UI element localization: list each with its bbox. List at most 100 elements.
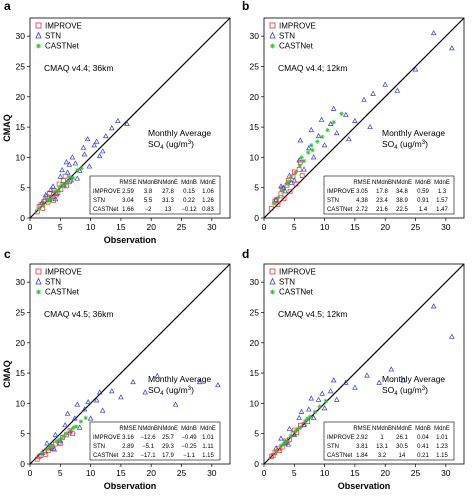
legend-label: IMPROVE [279,268,316,277]
data-point-stn [80,144,87,150]
data-point-castnet [59,436,64,441]
x-tick-label: 15 [116,222,126,232]
data-point-castnet [315,139,320,144]
data-point-castnet [309,143,314,148]
stats-value: 3.2 [378,453,387,459]
data-point-stn [333,396,340,402]
stats-value: 1.15 [436,453,448,459]
units-superscript: 3 [188,140,192,146]
data-point-stn [318,116,325,122]
x-axis-label: Observation [338,481,391,491]
data-point-stn [118,394,124,400]
legend-marker-stn [35,31,42,39]
chart-panel-a: a 0 5 10 15 20 25 30 0 5 10 15 20 25 30 Observation CMAQ… [2,0,231,245]
stats-network-label: CASTNet [327,453,353,459]
stats-value: 1.84 [356,453,368,459]
data-point-castnet [319,134,325,139]
stats-value: 0.91 [417,198,429,204]
data-point-improve [51,198,56,203]
stats-header: NMdnE [392,180,412,186]
stats-value: 27.8 [162,189,174,195]
data-point-castnet [273,449,279,454]
data-point-castnet [69,427,74,433]
stats-value: 2.89 [122,444,134,450]
stats-value: 1.11 [202,444,214,450]
data-point-improve [270,453,276,458]
data-point-castnet [63,181,68,187]
y-tick-label: 25 [16,61,26,71]
stats-value: 0.04 [417,435,429,441]
legend-label: CASTNet [279,288,314,297]
stats-value: 1.26 [202,198,214,204]
stats-table-box [89,421,221,461]
panel-label: c [4,247,11,261]
stats-header: RMSE [353,426,370,432]
data-point-stn [352,117,358,123]
data-point-stn [47,186,54,193]
legend-marker-stn [269,31,276,39]
data-point-stn [306,145,312,151]
data-point-castnet [288,433,293,439]
data-point-castnet [71,425,76,430]
data-point-castnet [59,182,65,187]
data-point-stn [298,408,305,414]
stats-header: MdnB [415,180,431,186]
y-axis-label: CMAQ [2,114,12,142]
units-superscript: 3 [188,386,192,392]
data-point-stn [308,126,315,133]
data-point-improve [268,205,274,211]
data-point-castnet [41,203,46,209]
stats-value: 0.59 [417,189,429,195]
stats-value: 0.15 [183,189,195,195]
data-point-stn [52,431,59,437]
y-tick-label: 30 [16,31,26,41]
plot-frame [29,263,231,465]
data-point-improve [56,181,62,187]
so4-subscript: 4 [394,391,398,397]
stats-value: 3.16 [122,435,134,441]
data-point-castnet [56,437,62,442]
stats-value: 17.8 [376,189,388,195]
legend-label: STN [279,278,295,287]
data-point-stn [68,177,75,183]
stats-value: 13.1 [376,444,388,450]
so4-text: SO [382,139,395,149]
stats-value: 1.57 [436,198,448,204]
stats-header: NMdnE [392,426,412,432]
stats-header: MdnB [181,180,197,186]
data-point-stn [86,163,93,169]
y-tick-label: 10 [250,152,260,162]
data-point-castnet [75,167,80,173]
stats-value: 30.5 [396,444,408,450]
data-point-stn [306,406,312,412]
data-point-stn [72,415,78,421]
data-point-stn [85,399,91,405]
data-point-castnet [284,181,290,187]
stats-value: 4.38 [356,198,368,204]
data-point-stn [93,397,100,403]
data-point-stn [321,405,328,411]
legend-marker-improve [269,268,276,275]
y-tick-label: 25 [16,307,26,317]
stats-value: 5.5 [144,198,153,204]
data-point-castnet [56,188,61,193]
stats-network-label: STN [327,444,339,450]
y-tick-label: 15 [16,122,26,132]
plot-frame [263,263,465,465]
legend-label: CASTNet [279,42,314,51]
data-point-castnet [310,147,315,153]
data-point-stn [130,379,136,385]
data-point-castnet [299,155,304,160]
data-point-improve [57,441,63,446]
data-point-castnet [271,201,276,206]
x-tick-label: 5 [292,222,297,232]
average-label-line1: Monthly Average [148,128,211,138]
data-point-castnet [83,415,88,421]
x-tick-label: 10 [86,468,96,478]
x-axis-label: Observation [104,235,157,245]
data-point-stn [74,175,81,181]
legend-marker-stn [35,277,42,285]
one-to-one-line [29,263,231,465]
data-point-castnet [65,180,70,185]
data-point-stn [109,388,115,394]
